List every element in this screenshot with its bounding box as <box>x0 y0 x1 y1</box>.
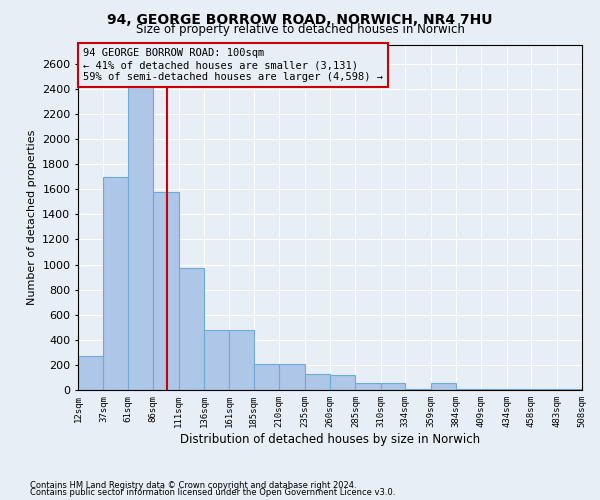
Bar <box>204 330 229 390</box>
Bar <box>531 388 557 390</box>
Bar <box>103 176 128 390</box>
Bar <box>557 388 582 390</box>
Text: Contains public sector information licensed under the Open Government Licence v3: Contains public sector information licen… <box>30 488 395 497</box>
Bar <box>381 383 405 390</box>
Bar <box>305 374 330 390</box>
Bar <box>254 364 279 390</box>
Bar <box>431 383 456 390</box>
Text: 94 GEORGE BORROW ROAD: 100sqm
← 41% of detached houses are smaller (3,131)
59% o: 94 GEORGE BORROW ROAD: 100sqm ← 41% of d… <box>83 48 383 82</box>
Bar <box>507 388 531 390</box>
Bar <box>179 268 204 390</box>
Bar <box>153 192 179 390</box>
Bar <box>128 64 153 390</box>
X-axis label: Distribution of detached houses by size in Norwich: Distribution of detached houses by size … <box>180 432 480 446</box>
Bar <box>330 375 355 390</box>
Text: Size of property relative to detached houses in Norwich: Size of property relative to detached ho… <box>136 22 464 36</box>
Bar <box>355 383 381 390</box>
Bar <box>229 330 254 390</box>
Y-axis label: Number of detached properties: Number of detached properties <box>26 130 37 305</box>
Bar <box>279 364 305 390</box>
Bar <box>405 388 431 390</box>
Bar <box>456 388 481 390</box>
Bar <box>78 356 103 390</box>
Bar <box>481 388 507 390</box>
Text: 94, GEORGE BORROW ROAD, NORWICH, NR4 7HU: 94, GEORGE BORROW ROAD, NORWICH, NR4 7HU <box>107 12 493 26</box>
Text: Contains HM Land Registry data © Crown copyright and database right 2024.: Contains HM Land Registry data © Crown c… <box>30 480 356 490</box>
